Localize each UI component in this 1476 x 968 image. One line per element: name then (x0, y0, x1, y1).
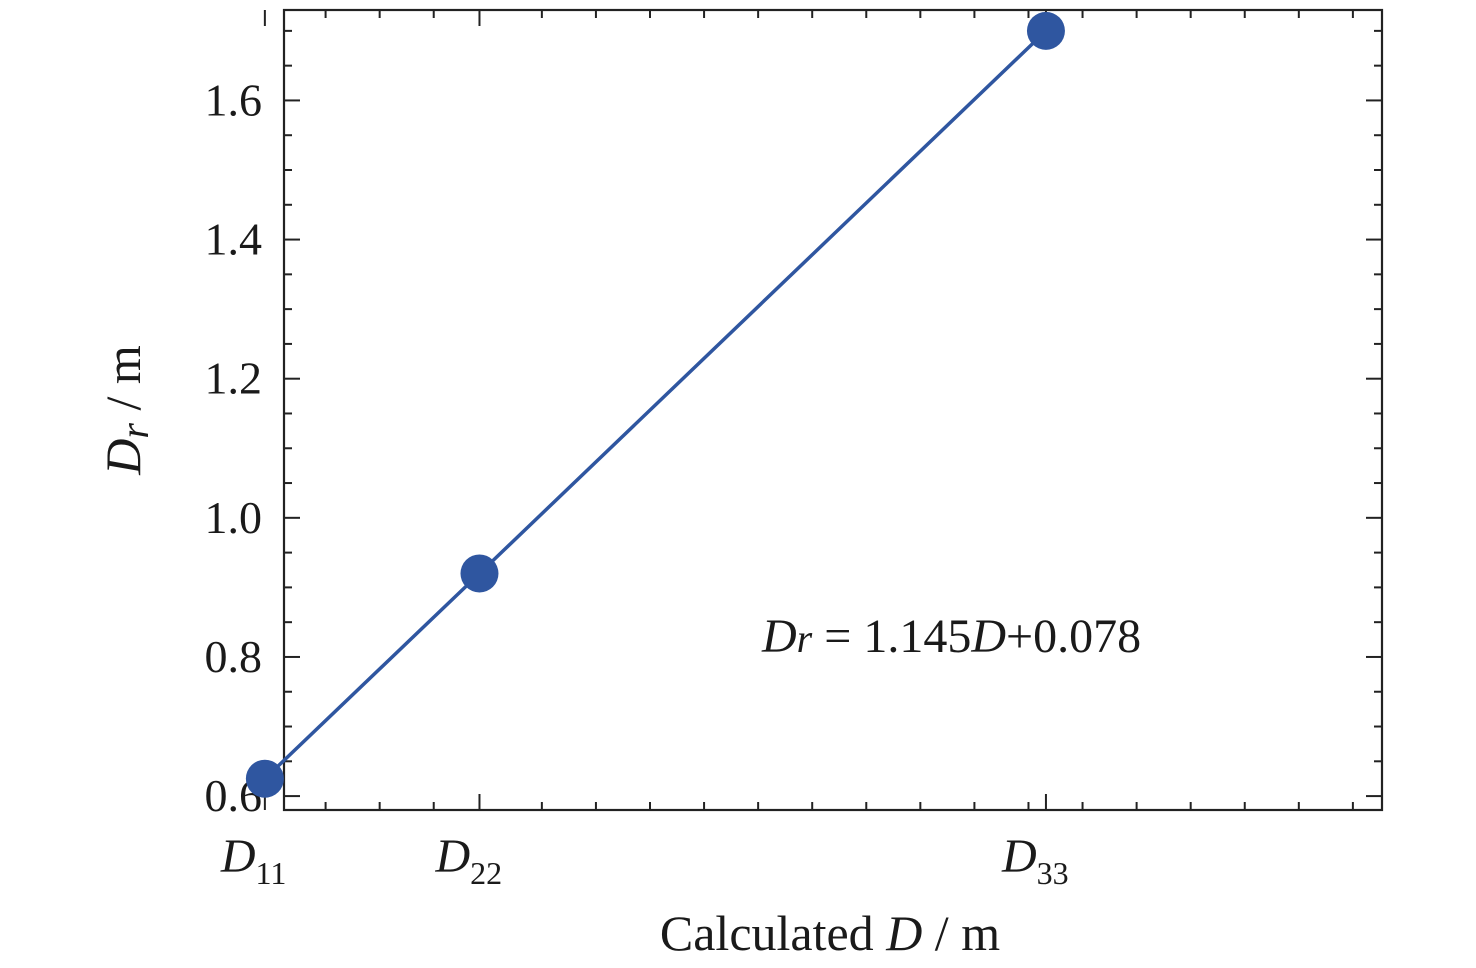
y-tick-label: 1.2 (205, 353, 263, 404)
x-axis-label-suffix: / m (922, 905, 1000, 961)
x-axis-label-symbol: D (885, 905, 922, 961)
annotation-equation: Dr = 1.145D+0.078 (761, 610, 1141, 663)
data-point (245, 759, 284, 798)
x-tick-symbol: D (220, 830, 256, 883)
x-axis-label-prefix: Calculated (660, 905, 886, 961)
y-tick-label: 0.8 (205, 631, 263, 682)
x-tick-subscript: 33 (1037, 855, 1069, 891)
x-tick-subscript: 22 (470, 855, 502, 891)
y-tick-label: 1.6 (205, 74, 263, 125)
y-tick-label: 1.4 (205, 214, 263, 265)
x-tick-label: D11 (220, 830, 286, 891)
y-axis-label-sub: r (112, 423, 157, 439)
data-point (460, 554, 499, 593)
x-tick-symbol: D (1001, 830, 1037, 883)
x-tick-label: D33 (1001, 830, 1069, 891)
annotation-lhs-sub: r (797, 616, 813, 661)
x-tick-symbol: D (434, 830, 470, 883)
series-layer (245, 11, 1065, 798)
y-tick-labels: 0.60.81.01.21.41.6 (205, 74, 263, 821)
annotation-tail: +0.078 (1006, 610, 1141, 663)
x-axis-label: Calculated D / m (660, 905, 1000, 961)
annotation-eq: = 1.145 (812, 610, 971, 663)
y-axis-label-suffix: / m (95, 345, 151, 423)
x-tick-label: D22 (434, 830, 502, 891)
y-axis-label: Dr / m (95, 345, 157, 476)
data-point (1026, 11, 1065, 50)
x-tick-subscript: 11 (256, 855, 287, 891)
x-tick-labels: D11 D22 D33 (220, 830, 1069, 891)
y-tick-label: 1.0 (205, 492, 263, 543)
series-line (263, 29, 1048, 780)
annotation-mid-symbol: D (970, 610, 1006, 663)
annotation-lhs-symbol: D (761, 610, 797, 663)
plot-frame (282, 8, 1384, 812)
y-axis-label-symbol: D (95, 439, 151, 476)
ticks (263, 10, 1382, 810)
